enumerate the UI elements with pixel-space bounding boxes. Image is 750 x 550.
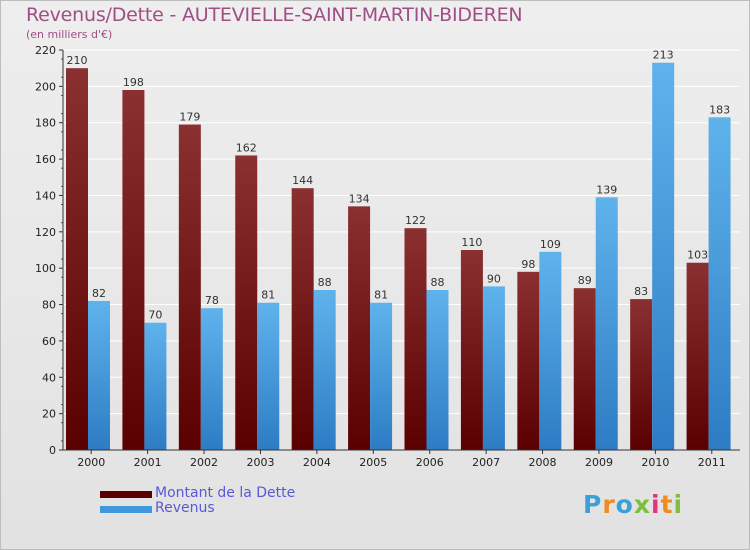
data-label: 83: [634, 285, 648, 298]
data-label: 88: [318, 276, 332, 289]
legend-label-debt: Montant de la Dette: [155, 485, 296, 501]
x-tick-label: 2000: [77, 456, 105, 469]
bar-revenus: [144, 322, 167, 450]
data-label: 213: [653, 49, 674, 62]
logo-letter: i: [673, 490, 684, 519]
legend-label-revenus: Revenus: [155, 500, 215, 516]
x-tick-label: 2001: [134, 456, 162, 469]
x-tick-label: 2003: [246, 456, 274, 469]
bar-dette: [178, 124, 201, 450]
x-tick-label: 2006: [416, 456, 444, 469]
chart-title: Revenus/Dette - AUTEVIELLE-SAINT-MARTIN-…: [26, 4, 523, 26]
bar-revenus: [708, 117, 731, 450]
y-tick-label: 100: [35, 262, 56, 275]
data-label: 81: [374, 289, 388, 302]
bar-dette: [573, 288, 596, 450]
bar-dette: [686, 262, 709, 450]
proxiti-logo: Proxiti: [583, 490, 683, 519]
bar-dette: [291, 188, 314, 450]
y-tick-label: 20: [42, 408, 56, 421]
bar-revenus: [313, 290, 336, 450]
logo-letter: r: [602, 490, 616, 519]
bar-revenus: [482, 286, 505, 450]
logo-letter: P: [583, 490, 603, 519]
bar-dette: [630, 299, 653, 450]
y-tick-label: 160: [35, 153, 56, 166]
bar-revenus: [88, 300, 110, 450]
logo-letter: o: [615, 490, 634, 519]
bar-dette: [460, 250, 483, 450]
chart-subtitle: (en milliers d'€): [26, 28, 113, 41]
bar-dette: [66, 68, 88, 450]
bar-revenus: [539, 251, 562, 450]
x-tick-label: 2005: [359, 456, 387, 469]
y-tick-label: 60: [42, 335, 56, 348]
legend-swatch-debt: [100, 491, 152, 498]
data-label: 90: [487, 272, 501, 285]
data-label: 89: [578, 274, 592, 287]
legend-swatch-revenus: [100, 506, 152, 513]
bar-dette: [122, 90, 145, 450]
y-tick-label: 200: [35, 80, 56, 93]
data-label: 198: [123, 76, 144, 89]
data-label: 183: [709, 103, 730, 116]
x-tick-label: 2009: [585, 456, 613, 469]
data-label: 70: [148, 309, 162, 322]
logo-letter: x: [633, 490, 651, 519]
y-tick-label: 40: [42, 371, 56, 384]
x-tick-label: 2010: [641, 456, 669, 469]
data-label: 179: [179, 111, 200, 124]
data-label: 109: [540, 238, 561, 251]
data-label: 82: [92, 287, 106, 300]
bar-revenus: [370, 302, 393, 450]
data-label: 144: [292, 174, 313, 187]
bar-revenus: [426, 290, 449, 450]
bar-dette: [517, 271, 540, 450]
y-tick-label: 140: [35, 189, 56, 202]
x-tick-label: 2008: [529, 456, 557, 469]
bar-dette: [404, 228, 427, 450]
bar-revenus: [257, 302, 280, 450]
logo-letter: i: [651, 490, 661, 519]
y-tick-label: 220: [35, 44, 56, 57]
data-label: 88: [431, 276, 445, 289]
bar-revenus: [652, 62, 675, 451]
y-tick-label: 180: [35, 117, 56, 130]
y-tick-label: 80: [42, 299, 56, 312]
data-label: 210: [67, 54, 88, 67]
bar-revenus: [595, 197, 618, 450]
data-label: 110: [461, 236, 482, 249]
data-label: 98: [521, 258, 535, 271]
bar-dette: [348, 206, 371, 450]
data-label: 81: [261, 289, 275, 302]
data-label: 162: [236, 141, 257, 154]
bar-dette: [235, 155, 258, 451]
y-tick-label: 120: [35, 226, 56, 239]
x-tick-label: 2004: [303, 456, 331, 469]
data-label: 134: [349, 192, 370, 205]
logo-letter: t: [660, 490, 674, 519]
x-tick-label: 2007: [472, 456, 500, 469]
x-tick-label: 2002: [190, 456, 218, 469]
data-label: 103: [687, 249, 708, 262]
x-tick-label: 2011: [698, 456, 726, 469]
y-tick-label: 0: [49, 444, 56, 457]
data-label: 78: [205, 294, 219, 307]
data-label: 122: [405, 214, 426, 227]
bar-revenus: [200, 308, 223, 450]
data-label: 139: [596, 183, 617, 196]
